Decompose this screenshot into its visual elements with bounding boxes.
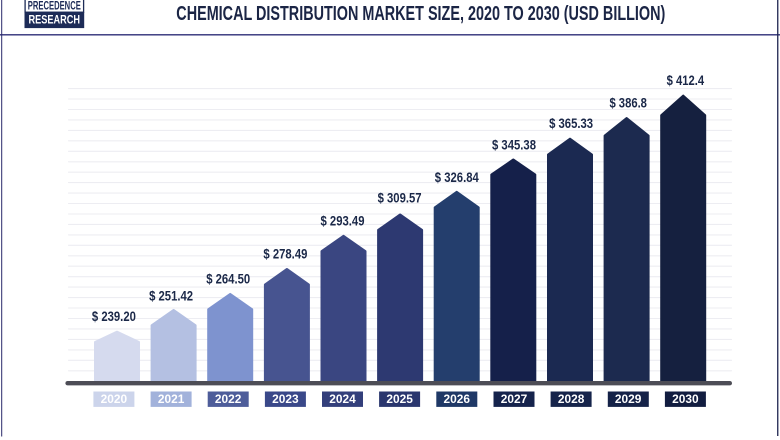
svg-text:2020: 2020 <box>101 393 128 406</box>
svg-text:2023: 2023 <box>272 393 299 406</box>
svg-text:2021: 2021 <box>158 393 185 406</box>
svg-text:$ 386.8: $ 386.8 <box>609 95 647 110</box>
svg-text:$ 293.49: $ 293.49 <box>321 214 365 229</box>
svg-text:$ 278.49: $ 278.49 <box>263 247 307 262</box>
svg-text:$ 309.57: $ 309.57 <box>378 191 422 206</box>
svg-text:2025: 2025 <box>386 393 413 406</box>
svg-text:$ 365.33: $ 365.33 <box>549 116 593 131</box>
svg-text:2030: 2030 <box>672 393 699 406</box>
svg-text:2028: 2028 <box>558 393 585 406</box>
svg-text:2026: 2026 <box>444 393 471 406</box>
svg-text:2022: 2022 <box>215 393 242 406</box>
svg-text:$ 345.38: $ 345.38 <box>492 138 536 153</box>
svg-text:PRECEDENCE: PRECEDENCE <box>28 0 81 12</box>
svg-text:2024: 2024 <box>329 393 356 406</box>
svg-text:$ 326.84: $ 326.84 <box>435 170 479 185</box>
svg-text:$ 239.20: $ 239.20 <box>92 309 136 324</box>
svg-text:2029: 2029 <box>615 393 642 406</box>
svg-text:2027: 2027 <box>501 393 528 406</box>
svg-text:$ 264.50: $ 264.50 <box>206 272 250 287</box>
svg-text:$ 412.4: $ 412.4 <box>667 73 705 88</box>
svg-text:CHEMICAL DISTRIBUTION MARKET S: CHEMICAL DISTRIBUTION MARKET SIZE, 2020 … <box>176 2 665 25</box>
svg-text:$ 251.42: $ 251.42 <box>149 289 193 304</box>
svg-text:RESEARCH: RESEARCH <box>29 13 81 27</box>
